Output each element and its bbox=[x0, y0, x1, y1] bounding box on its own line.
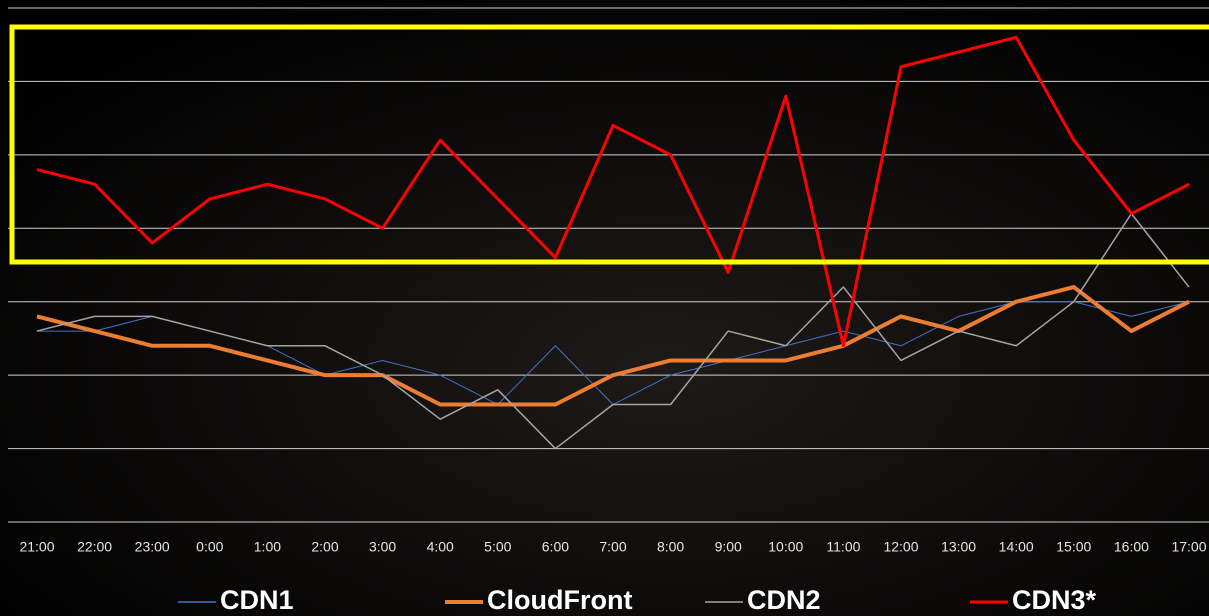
x-tick-label: 21:00 bbox=[19, 539, 54, 555]
x-tick-label: 7:00 bbox=[599, 539, 626, 555]
x-tick-label: 8:00 bbox=[657, 539, 684, 555]
legend-label: CDN1 bbox=[220, 585, 294, 615]
x-tick-label: 10:00 bbox=[768, 539, 803, 555]
x-tick-label: 5:00 bbox=[484, 539, 511, 555]
x-tick-label: 3:00 bbox=[369, 539, 396, 555]
x-tick-label: 0:00 bbox=[196, 539, 223, 555]
legend-label: CDN3* bbox=[1012, 585, 1097, 615]
x-tick-label: 22:00 bbox=[77, 539, 112, 555]
x-tick-label: 16:00 bbox=[1114, 539, 1149, 555]
series-line bbox=[36, 212, 1190, 450]
grid bbox=[8, 7, 1209, 523]
x-tick-label: 4:00 bbox=[427, 539, 454, 555]
legend-label: CDN2 bbox=[747, 585, 821, 615]
x-tick-label: 13:00 bbox=[941, 539, 976, 555]
x-tick-label: 11:00 bbox=[826, 539, 860, 555]
x-tick-label: 6:00 bbox=[542, 539, 569, 555]
x-tick-label: 9:00 bbox=[715, 539, 742, 555]
x-tick-label: 17:00 bbox=[1171, 539, 1206, 555]
legend: CDN1 CloudFront CDN2 CDN3* bbox=[178, 585, 1097, 615]
x-tick-label: 1:00 bbox=[254, 539, 281, 555]
legend-label: CloudFront bbox=[487, 585, 632, 615]
highlight-box bbox=[9, 24, 1209, 265]
series-line bbox=[36, 285, 1190, 407]
x-tick-label: 12:00 bbox=[883, 539, 918, 555]
lines bbox=[36, 35, 1190, 450]
x-tick-label: 23:00 bbox=[135, 539, 170, 555]
x-axis: 21:00 22:00 23:00 0:00 1:00 2:00 3:00 4:00 5:00 6… bbox=[19, 539, 1206, 555]
x-tick-label: 2:00 bbox=[311, 539, 338, 555]
x-tick-label: 15:00 bbox=[1056, 539, 1091, 555]
series-line bbox=[36, 35, 1190, 348]
x-tick-label: 14:00 bbox=[999, 539, 1034, 555]
